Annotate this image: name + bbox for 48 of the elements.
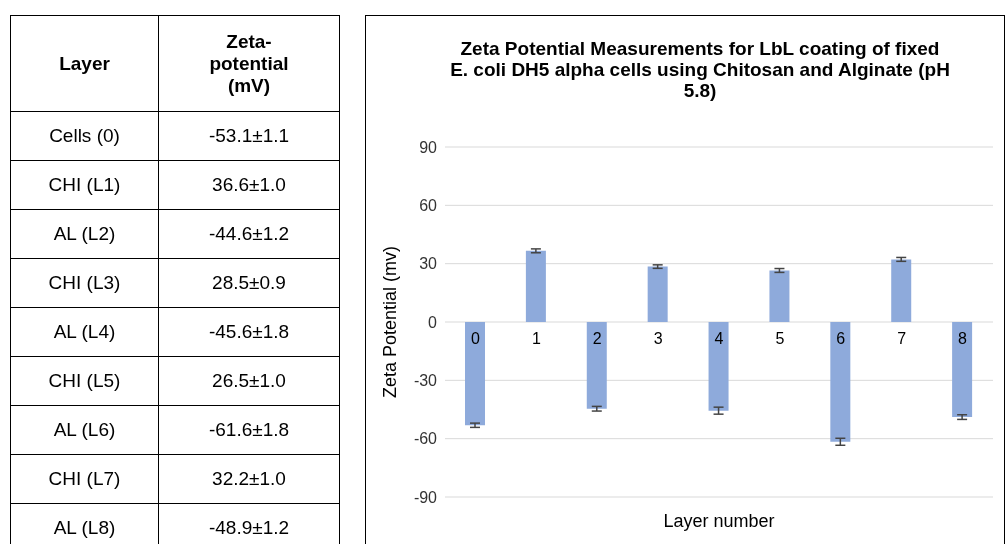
bar bbox=[647, 266, 668, 322]
y-tick-label: -90 bbox=[413, 488, 438, 506]
text: 32.2±1.0 bbox=[158, 454, 340, 504]
bar bbox=[830, 322, 851, 442]
x-tick-label: 4 bbox=[714, 330, 724, 347]
text: -48.9±1.2 bbox=[158, 503, 340, 544]
text: Zeta-potential (mV) bbox=[158, 15, 340, 112]
text: CHI (L7) bbox=[10, 454, 159, 504]
text: 26.5±1.0 bbox=[158, 356, 340, 406]
text: -53.1±1.1 bbox=[158, 111, 340, 161]
chart-title: Zeta Potential Measurements for LbL coating of fixed E. coli DH5 alpha cells using Chitosan and Alginate (pH 5.8) bbox=[450, 38, 950, 101]
y-tick-label: -60 bbox=[413, 430, 438, 448]
text: AL (L6) bbox=[10, 405, 159, 455]
text: Layer bbox=[10, 15, 159, 112]
y-tick-label: 30 bbox=[419, 255, 438, 273]
x-tick-label: 6 bbox=[836, 330, 846, 347]
x-tick-label: 8 bbox=[958, 330, 968, 347]
bar bbox=[586, 322, 607, 409]
y-tick-label: 60 bbox=[419, 197, 438, 215]
text: Cells (0) bbox=[10, 111, 159, 161]
x-tick-label: 3 bbox=[653, 330, 663, 347]
text: CHI (L1) bbox=[10, 160, 159, 210]
x-tick-label: 0 bbox=[470, 330, 480, 347]
text: -44.6±1.2 bbox=[158, 209, 340, 259]
x-tick-label: 2 bbox=[592, 330, 602, 347]
x-tick-label: 1 bbox=[531, 330, 541, 347]
x-tick-label: 7 bbox=[897, 330, 907, 347]
y-tick-label: -30 bbox=[413, 372, 438, 390]
text: CHI (L5) bbox=[10, 356, 159, 406]
bar bbox=[525, 250, 546, 322]
bar bbox=[465, 322, 485, 426]
y-tick-label: 0 bbox=[428, 313, 438, 331]
text: -45.6±1.8 bbox=[158, 307, 340, 357]
bar bbox=[769, 270, 790, 322]
x-axis-title: Layer number bbox=[663, 511, 775, 531]
y-axis-title: Zeta Potential (mv) bbox=[380, 245, 401, 399]
text: 28.5±0.9 bbox=[158, 258, 340, 308]
text: -61.6±1.8 bbox=[158, 405, 340, 455]
text: AL (L2) bbox=[10, 209, 159, 259]
text: CHI (L3) bbox=[10, 258, 159, 308]
text: AL (L4) bbox=[10, 307, 159, 357]
bar bbox=[952, 322, 973, 418]
x-tick-label: 5 bbox=[775, 330, 785, 347]
bar bbox=[708, 322, 729, 411]
y-tick-label: 90 bbox=[419, 138, 438, 156]
bar bbox=[891, 259, 912, 322]
text: AL (L8) bbox=[10, 503, 159, 544]
text: 36.6±1.0 bbox=[158, 160, 340, 210]
